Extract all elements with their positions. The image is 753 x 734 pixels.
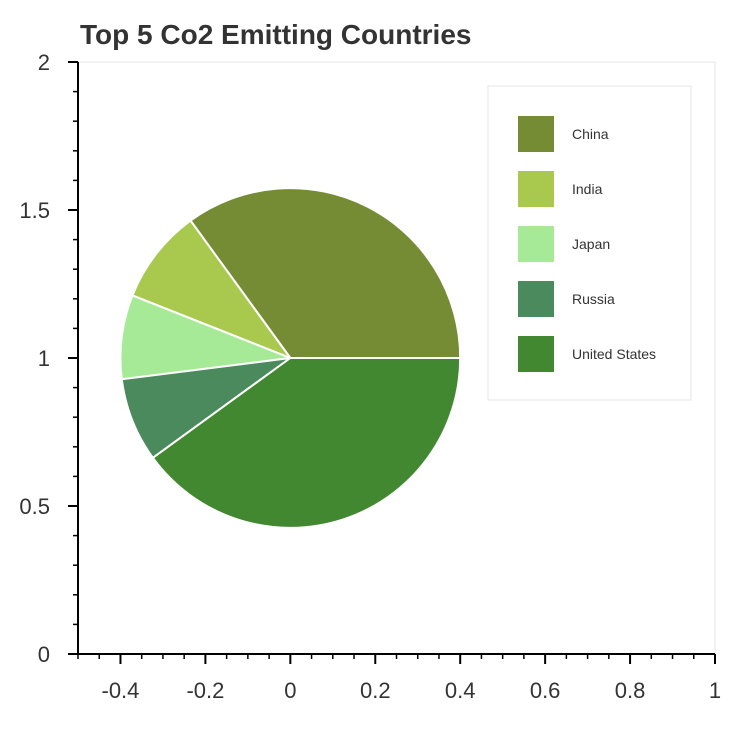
legend-label-russia: Russia xyxy=(572,291,615,307)
legend-label-united-states: United States xyxy=(572,346,656,362)
x-tick-label: 0.4 xyxy=(445,678,476,703)
y-axis-ticks: 0 0.5 1 1.5 2 xyxy=(19,50,78,667)
legend-label-japan: Japan xyxy=(572,236,610,252)
pie-slice-united-states xyxy=(151,357,462,529)
pie-slices xyxy=(119,187,462,529)
x-tick-label: 0 xyxy=(284,678,296,703)
legend-swatch-russia xyxy=(518,281,554,317)
x-axis-ticks: -0.4 -0.2 0 0.2 0.4 0.6 0.8 1 xyxy=(77,654,721,703)
y-tick-label: 0 xyxy=(38,642,50,667)
x-tick-label: -0.2 xyxy=(186,678,224,703)
x-tick-label: 1 xyxy=(709,678,721,703)
x-tick-label: 0.2 xyxy=(360,678,391,703)
x-tick-label: 0.6 xyxy=(530,678,561,703)
legend-label-china: China xyxy=(572,126,609,142)
legend-label-india: India xyxy=(572,181,603,197)
legend-swatch-china xyxy=(518,116,554,152)
legend-swatch-india xyxy=(518,171,554,207)
y-tick-label: 0.5 xyxy=(19,494,50,519)
y-tick-label: 1.5 xyxy=(19,198,50,223)
x-tick-label: -0.4 xyxy=(102,678,140,703)
legend-swatch-japan xyxy=(518,226,554,262)
chart-title: Top 5 Co2 Emitting Countries xyxy=(80,19,471,50)
y-tick-label: 1 xyxy=(38,346,50,371)
pie-slice-india xyxy=(131,219,294,361)
y-tick-label: 2 xyxy=(38,50,50,75)
legend-swatch-united-states xyxy=(518,336,554,372)
pie-slice-china xyxy=(189,187,462,359)
legend: China India Japan Russia United States xyxy=(487,85,692,401)
x-tick-label: 0.8 xyxy=(615,678,646,703)
